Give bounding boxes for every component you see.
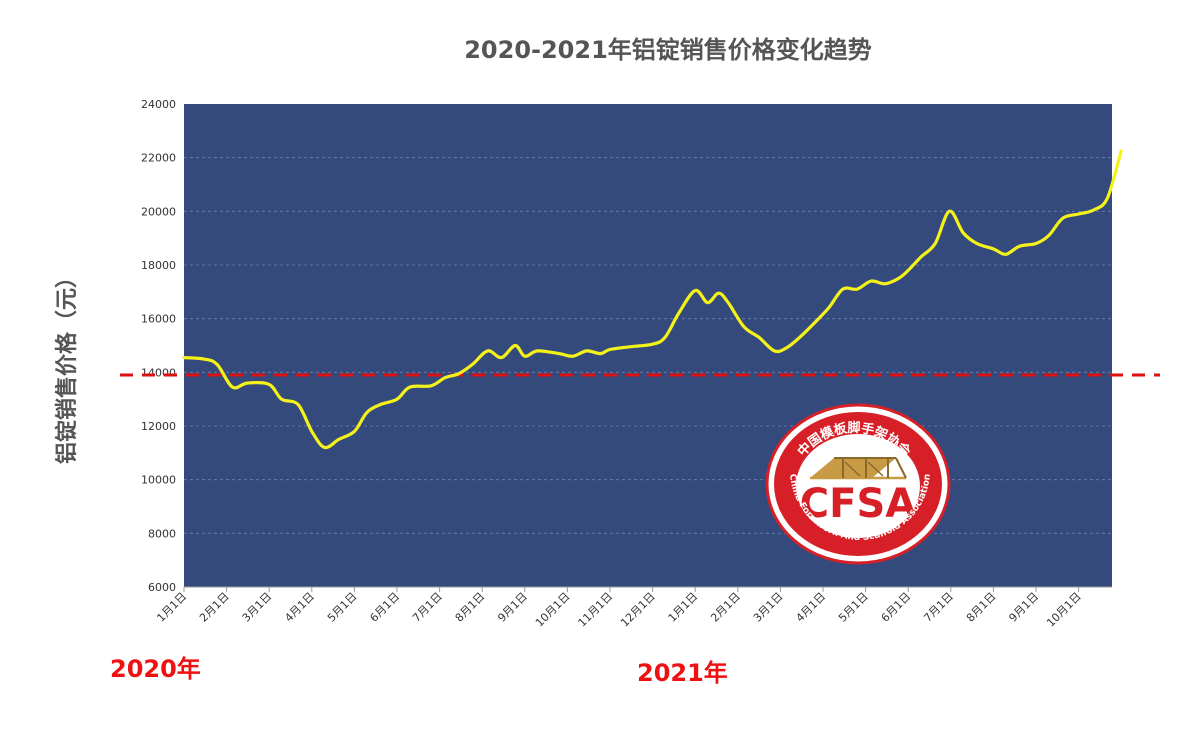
x-tick-label: 9月1日 [495,590,530,625]
scaffold-icon [810,457,907,480]
y-tick-label: 14000 [141,366,176,379]
x-tick-label: 5月1日 [836,590,871,625]
y-tick-label: 20000 [141,205,176,218]
y-tick-labels: 6000 8000 10000 12000 14000 16000 18000 20000 22… [141,98,176,594]
gridlines [184,157,1112,534]
y-tick-label: 12000 [141,420,176,433]
y-tick-label: 10000 [141,474,176,487]
x-tick-label: 1月1日 [666,590,701,625]
y-axis-label: 铝锭销售价格（元） [54,266,80,464]
x-tick-label: 7月1日 [410,590,445,625]
x-tick-label: 10月1日 [533,590,573,630]
y-tick-label: 16000 [141,313,176,326]
x-tick-label: 8月1日 [453,590,488,625]
x-tick-label: 4月1日 [793,590,828,625]
x-tick-label: 6月1日 [879,590,914,625]
y-tick-label: 22000 [141,152,176,165]
cfsa-logo: CFSA 中国模板脚手架协会 China Formwork And Scaffo… [765,403,951,565]
x-tick-label: 11月1日 [576,590,616,630]
y-tick-label: 6000 [148,581,176,594]
y-tick-label: 18000 [141,259,176,272]
year-label-2021: 2021年 [637,659,728,687]
series-line [182,149,1123,450]
x-tick-label: 2月1日 [197,590,232,625]
x-tick-label: 5月1日 [325,590,360,625]
year-label-2020: 2020年 [110,655,201,683]
x-tick-label: 2月1日 [708,590,743,625]
x-tick-label: 6月1日 [367,590,402,625]
x-tick-label: 3月1日 [751,590,786,625]
x-tick-labels: 1月1日 2月1日 3月1日 4月1日 5月1日 6月1日 7月1日 8月1日 9月1日 10月1… [154,586,1112,630]
x-tick-label: 10月1日 [1044,590,1084,630]
logo-cfsa-text: CFSA [800,481,916,527]
chart-title: 2020-2021年铝锭销售价格变化趋势 [464,36,872,64]
y-tick-label: 24000 [141,98,176,111]
x-tick-label: 4月1日 [282,590,317,625]
x-tick-label: 12月1日 [618,590,658,630]
x-tick-label: 9月1日 [1006,590,1041,625]
x-tick-label: 3月1日 [240,590,275,625]
y-tick-label: 8000 [148,527,176,540]
x-tick-label: 1月1日 [154,590,189,625]
x-tick-label: 8月1日 [964,590,999,625]
x-tick-label: 7月1日 [921,590,956,625]
